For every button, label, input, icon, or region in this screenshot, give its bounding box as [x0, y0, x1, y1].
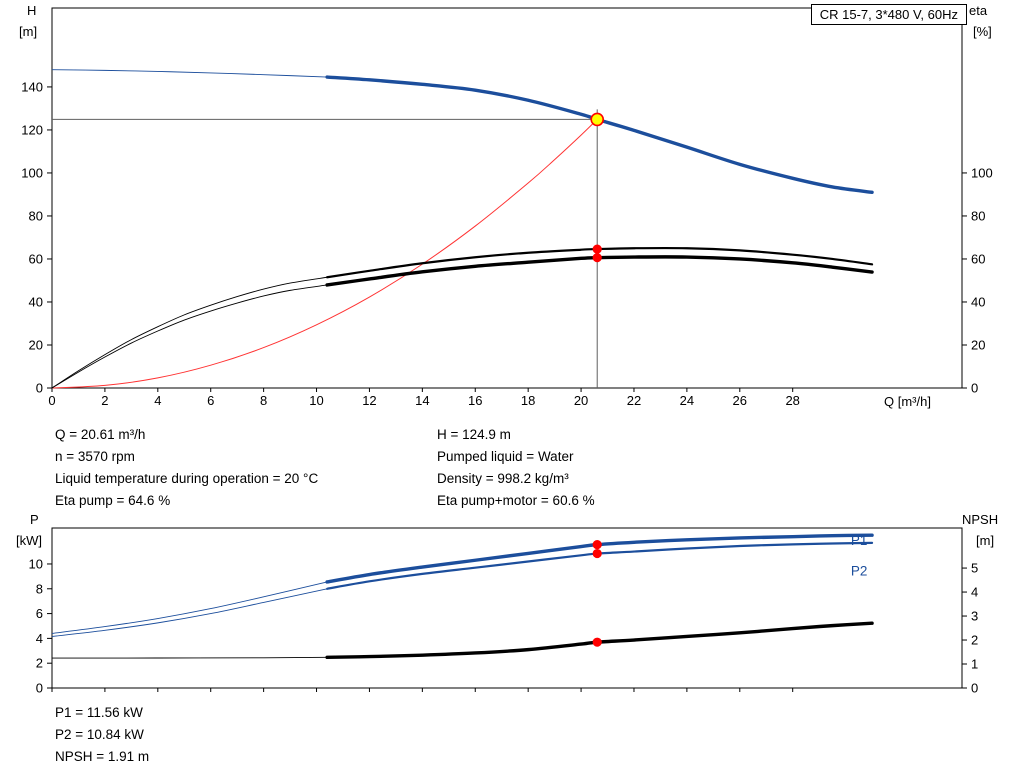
operating-dot [592, 253, 602, 263]
y-right-tick-label: 5 [971, 561, 978, 576]
info-line-n: n = 3570 rpm [55, 449, 135, 464]
x-tick-label: 12 [362, 393, 376, 408]
operating-dot [592, 540, 602, 550]
operating-dot [592, 244, 602, 254]
operating-dot [592, 637, 602, 647]
info-line-density: Density = 998.2 kg/m³ [437, 471, 569, 486]
x-tick-label: 0 [48, 393, 55, 408]
system-curve-thin [51, 119, 598, 389]
p2-curve-thin [51, 588, 328, 637]
eta-pump-motor-curve-thin [51, 284, 328, 389]
y-left-tick-label: 0 [36, 381, 43, 396]
head-curve-thick [325, 75, 874, 194]
x-tick-label: 4 [154, 393, 161, 408]
y-right-tick-label: 3 [971, 609, 978, 624]
pump-model-title: CR 15-7, 3*480 V, 60Hz [810, 4, 967, 25]
y-left-axis-name-bottom: P [30, 512, 39, 527]
y-right-tick-label: 60 [971, 251, 985, 266]
y-left-tick-label: 60 [29, 251, 43, 266]
info-line-p1: P1 = 11.56 kW [55, 705, 143, 720]
x-tick-label: 14 [415, 393, 429, 408]
y-right-tick-label: 0 [971, 681, 978, 696]
y-left-axis-unit-bottom: [kW] [16, 533, 42, 548]
x-tick-label: 8 [260, 393, 267, 408]
y-right-axis-name-top: eta [969, 3, 988, 18]
y-left-tick-label: 0 [36, 681, 43, 696]
operating-dot [592, 548, 602, 559]
x-tick-label: 2 [101, 393, 108, 408]
x-tick-label: 16 [468, 393, 482, 408]
y-right-tick-label: 20 [971, 337, 985, 352]
x-tick-label: 18 [521, 393, 535, 408]
head-curve-thin [51, 69, 328, 78]
y-right-tick-label: 4 [971, 585, 978, 600]
y-left-tick-label: 2 [36, 656, 43, 671]
y-left-tick-label: 120 [21, 122, 43, 137]
x-tick-label: 22 [627, 393, 641, 408]
y-left-tick-label: 100 [21, 165, 43, 180]
x-tick-label: 6 [207, 393, 214, 408]
eta-pump-curve-thin [51, 276, 328, 389]
x-tick-label: 28 [785, 393, 799, 408]
y-left-tick-label: 80 [29, 208, 43, 223]
info-line-liquid: Pumped liquid = Water [437, 449, 574, 464]
y-right-tick-label: 100 [971, 165, 993, 180]
y-right-axis-unit-bottom: [m] [976, 533, 995, 548]
y-left-tick-label: 20 [29, 337, 43, 352]
x-tick-label: 20 [574, 393, 588, 408]
power-npsh-chart-plot-frame [51, 527, 963, 689]
info-line-eta-pump: Eta pump = 64.6 % [55, 493, 171, 508]
info-line-h: H = 124.9 m [437, 427, 511, 442]
y-left-tick-label: 6 [36, 606, 43, 621]
y-right-axis-unit-top: [%] [973, 24, 992, 39]
info-line-eta-pump-motor: Eta pump+motor = 60.6 % [437, 493, 595, 508]
qh-chart-plot-frame [51, 7, 963, 389]
info-line-q: Q = 20.61 m³/h [55, 427, 146, 442]
y-right-tick-label: 1 [971, 657, 978, 672]
npsh-curve-thin [51, 656, 328, 659]
y-right-axis-name-bottom: NPSH [962, 512, 999, 527]
y-right-tick-label: 2 [971, 633, 978, 648]
y-left-tick-label: 10 [29, 556, 43, 571]
y-left-axis-name-top: H [27, 3, 37, 18]
p1-curve-thin [51, 581, 328, 634]
info-line-p2: P2 = 10.84 kW [55, 727, 144, 742]
y-left-tick-label: 40 [29, 294, 43, 309]
curve-label-p2: P2 [851, 563, 868, 578]
duty-point-marker [590, 112, 605, 127]
curve-label-p1: P1 [851, 533, 868, 548]
y-right-tick-label: 80 [971, 208, 985, 223]
y-left-tick-label: 4 [36, 631, 43, 646]
y-left-axis-unit-top: [m] [19, 24, 38, 39]
x-tick-label: 26 [733, 393, 747, 408]
info-line-temp: Liquid temperature during operation = 20… [55, 471, 319, 486]
x-axis-label: Q [m³/h] [884, 394, 931, 409]
operating-data-right-column: H = 124.9 m Pumped liquid = Water Densit… [437, 424, 595, 512]
info-line-npsh: NPSH = 1.91 m [55, 749, 150, 764]
x-tick-label: 24 [680, 393, 694, 408]
power-data-block: P1 = 11.56 kW P2 = 10.84 kW NPSH = 1.91 … [55, 702, 149, 768]
y-left-tick-label: 140 [21, 79, 43, 94]
y-left-tick-label: 8 [36, 581, 43, 596]
y-right-tick-label: 0 [971, 381, 978, 396]
x-tick-label: 10 [309, 393, 323, 408]
y-right-tick-label: 40 [971, 294, 985, 309]
operating-data-left-column: Q = 20.61 m³/h n = 3570 rpm Liquid tempe… [55, 424, 318, 512]
